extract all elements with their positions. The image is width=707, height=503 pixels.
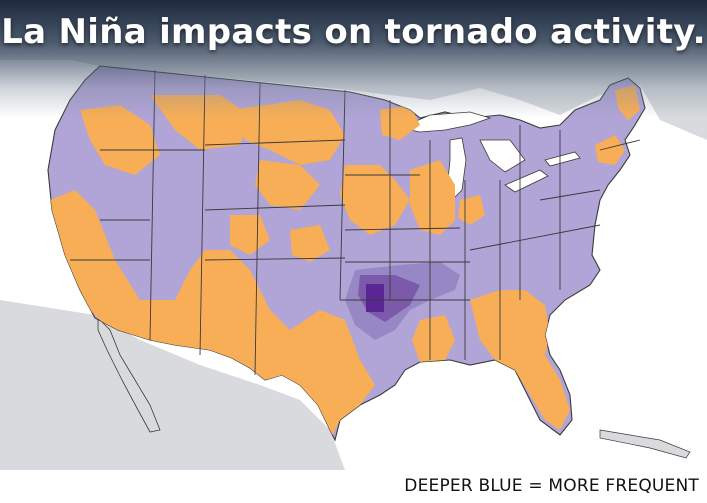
state-border [344, 227, 461, 231]
less-frequent-region-northwest [80, 105, 160, 175]
state-border [254, 81, 261, 376]
state-border [339, 89, 346, 301]
less-frequent-region-colorado [230, 215, 270, 255]
state-border [599, 139, 641, 151]
lake-huron [479, 139, 526, 173]
state-border [539, 189, 601, 201]
state-border [204, 139, 346, 146]
less-frequent-region-illinois [410, 160, 455, 235]
mexico-land [0, 300, 345, 470]
map-title: La Niña impacts on tornado activity. [1, 12, 706, 52]
frequency-cells [50, 85, 640, 440]
less-frequent-region-southeast [470, 290, 570, 430]
less-frequent-region-iowa [340, 165, 410, 235]
state-border [204, 204, 346, 211]
baja-california [97, 317, 161, 433]
less-frequent-region-northeast [595, 135, 625, 165]
state-border [204, 257, 346, 261]
less-frequent-region-texas [245, 310, 375, 440]
state-border [199, 74, 206, 356]
state-border [469, 224, 601, 251]
caribbean-islands [599, 429, 691, 459]
less-frequent-region-kansas-west [290, 225, 330, 262]
lake-erie [504, 169, 549, 193]
lake-ontario [544, 151, 581, 167]
more-frequent-region-strongest [366, 284, 384, 312]
caption-bar [0, 474, 707, 503]
state-borders [70, 69, 641, 376]
legend-caption: DEEPER BLUE = MORE FREQUENT [404, 476, 699, 496]
less-frequent-region-wyoming [255, 160, 320, 210]
less-frequent-region-mississippi [412, 315, 455, 362]
